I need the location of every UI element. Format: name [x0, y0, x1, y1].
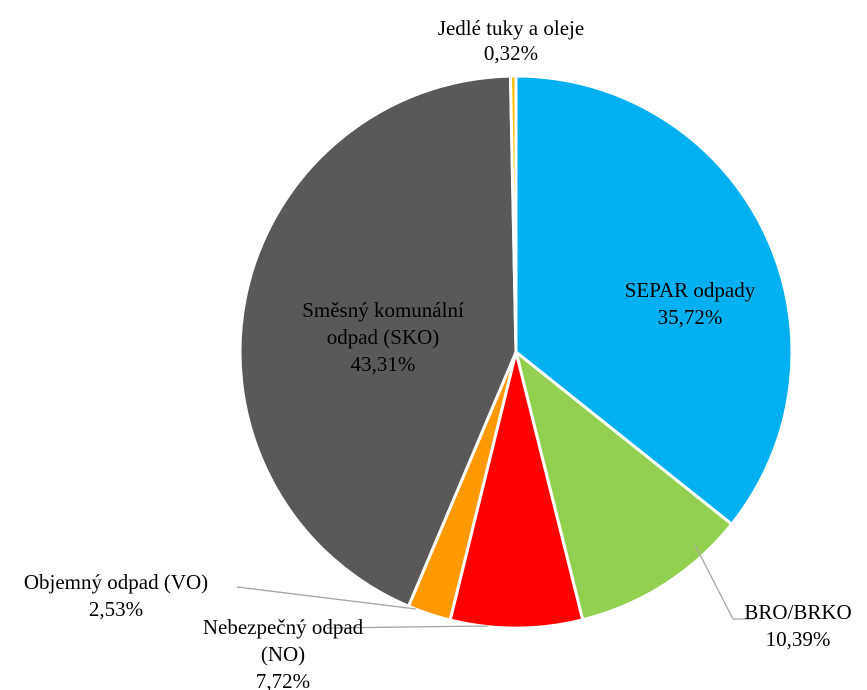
slice-name-label: (NO)	[261, 642, 305, 666]
slice-percent-label: 35,72%	[658, 305, 723, 329]
slice-name-label: SEPAR odpady	[625, 278, 756, 302]
slice-percent-label: 7,72%	[256, 669, 310, 690]
pie-slices	[240, 76, 792, 628]
slice-label-4: Objemný odpad (VO) 2,53%	[24, 570, 208, 621]
slice-percent-label: 2,53%	[89, 597, 143, 621]
slice-percent-label: 0,32%	[484, 41, 538, 65]
slice-name-label: odpad (SKO)	[327, 325, 440, 349]
slice-name-label: Nebezpečný odpad	[203, 615, 364, 639]
slice-percent-label: 10,39%	[766, 627, 831, 651]
slice-name-label: Jedlé tuky a oleje	[438, 16, 584, 40]
slice-name-label: BRO/BRKO	[744, 600, 851, 624]
slice-label-2: BRO/BRKO 10,39%	[744, 600, 851, 651]
slice-label-3: Nebezpečný odpad (NO) 7,72%	[203, 615, 364, 690]
slice-percent-label: 43,31%	[351, 352, 416, 376]
slice-label-6: Jedlé tuky a oleje 0,32%	[438, 16, 584, 65]
slice-name-label: Objemný odpad (VO)	[24, 570, 208, 594]
slice-name-label: Směsný komunální	[302, 298, 464, 322]
